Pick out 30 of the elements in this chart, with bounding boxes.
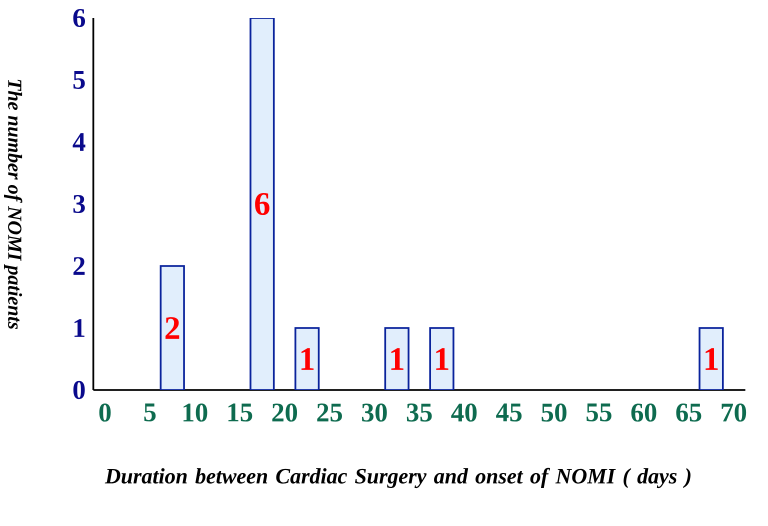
y-tick-label: 2 (73, 257, 85, 275)
x-tick-label: 50 (542, 404, 566, 422)
x-tick-label: 60 (631, 404, 656, 422)
x-tick-label: 55 (586, 404, 612, 422)
y-axis-title: The number of NOMI patients (4, 80, 22, 330)
y-tick-label: 4 (72, 133, 86, 151)
data-label: 1 (301, 348, 314, 370)
x-tick-label: 10 (184, 404, 208, 422)
data-label: 1 (706, 348, 718, 370)
y-tick-label: 0 (73, 380, 85, 400)
x-tick-label: 65 (676, 404, 702, 422)
data-label: 2 (166, 317, 180, 339)
data-label: 6 (255, 192, 270, 216)
y-tick-label: 1 (74, 319, 84, 337)
x-tick-label: 40 (451, 404, 477, 422)
x-tick-label: 70 (722, 404, 746, 422)
x-tick-label: 35 (406, 404, 432, 422)
y-tick-label: 5 (73, 71, 85, 89)
x-tick-label: 15 (228, 404, 252, 422)
data-label: 1 (436, 348, 448, 370)
y-tick-label: 6 (73, 8, 86, 28)
x-tick-label: 20 (272, 404, 298, 422)
x-axis-title: Duration between Cardiac Surgery and onset of NOMI ( days ) (104, 468, 690, 488)
data-label: 1 (391, 348, 404, 370)
x-tick-label: 0 (99, 404, 111, 422)
x-tick-label: 45 (496, 404, 522, 422)
x-tick-label: 25 (317, 404, 342, 422)
x-tick-label: 30 (362, 404, 387, 422)
y-tick-label: 3 (73, 194, 85, 214)
x-tick-label: 5 (144, 404, 156, 422)
